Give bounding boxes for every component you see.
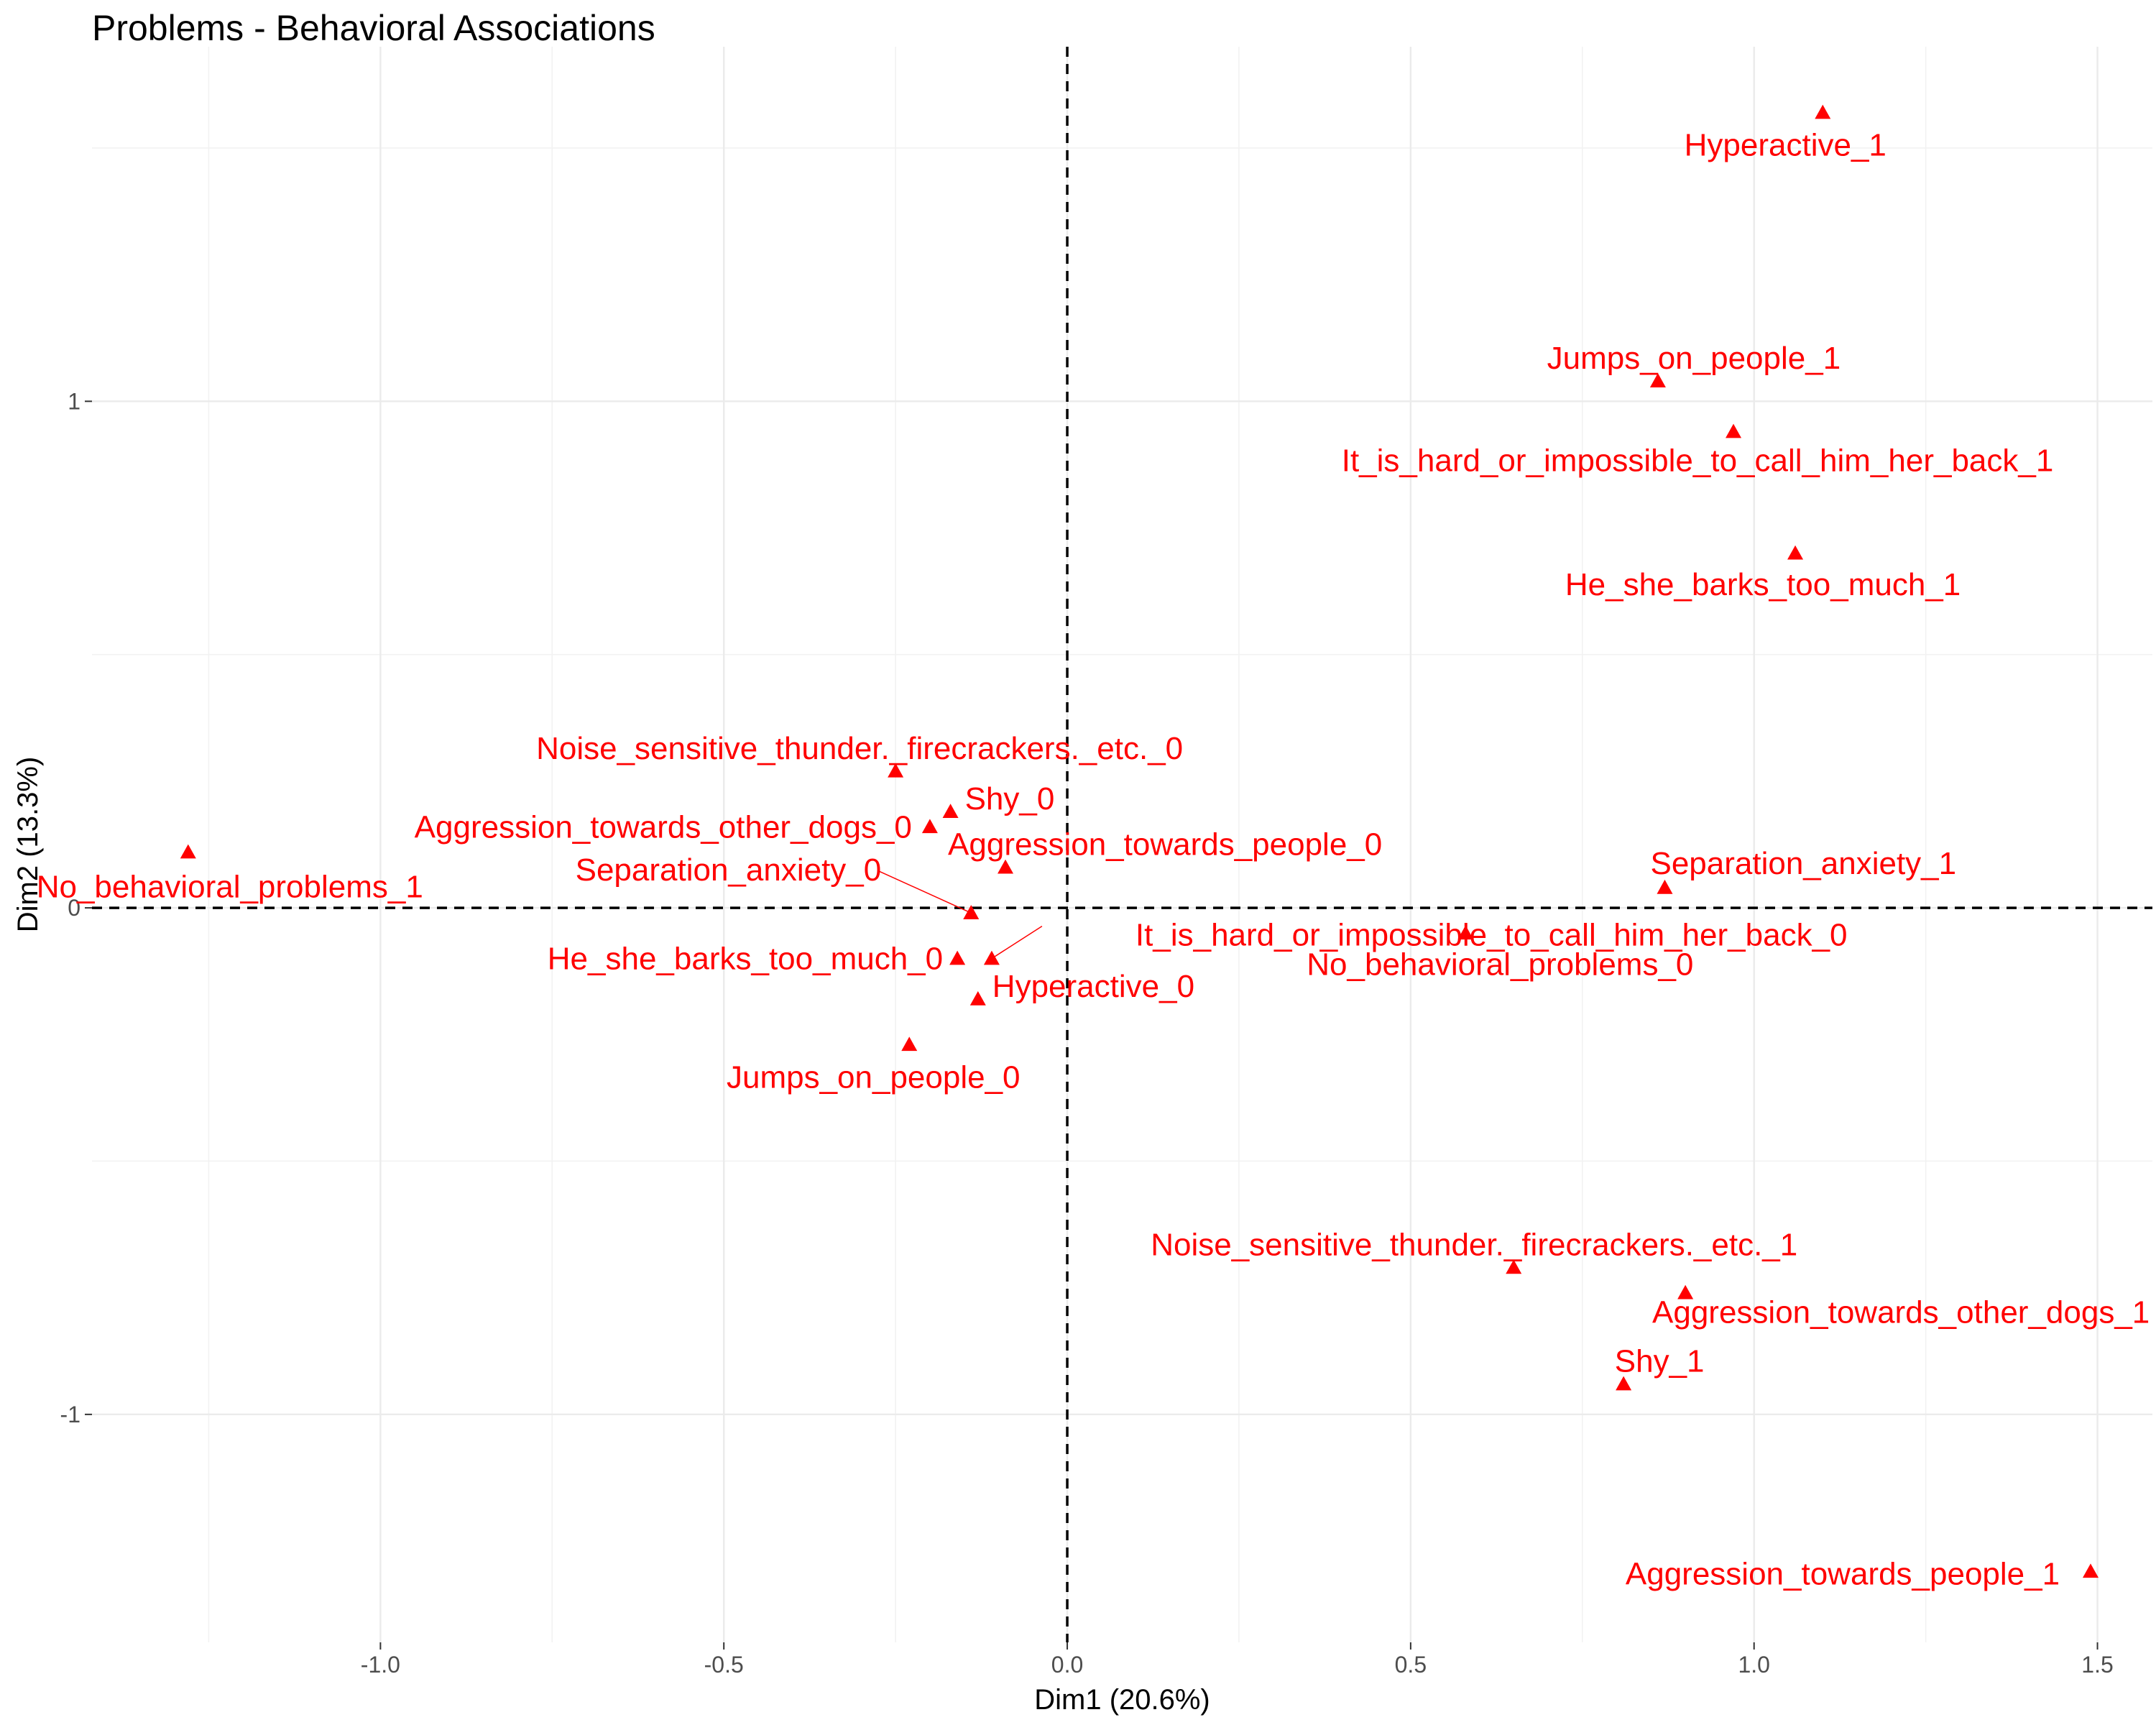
- data-point-label: Jumps_on_people_0: [727, 1059, 1021, 1095]
- data-point-marker: [1726, 423, 1742, 438]
- data-point-marker: [1457, 925, 1474, 940]
- grid-lines: [92, 47, 2152, 1642]
- data-point-label: Aggression_towards_other_dogs_1: [1652, 1295, 2150, 1330]
- y-tick-label: -1: [60, 1402, 80, 1427]
- data-point-marker: [1649, 373, 1666, 387]
- data-point-label: Aggression_towards_people_0: [948, 827, 1382, 862]
- y-axis-title: Dim2 (13.3%): [12, 757, 44, 933]
- x-axis-title: Dim1 (20.6%): [1034, 1684, 1210, 1716]
- data-point-marker: [969, 990, 986, 1006]
- data-point-label: No_behavioral_problems_1: [37, 870, 423, 905]
- data-point-marker: [1677, 1284, 1694, 1300]
- data-point-label: Noise_sensitive_thunder._firecrackers._e…: [1151, 1227, 1797, 1262]
- leader-lines: [878, 870, 1043, 960]
- data-point-marker: [949, 950, 966, 965]
- data-point-label: Aggression_towards_people_1: [1626, 1556, 2060, 1591]
- data-point-label: It_is_hard_or_impossible_to_call_him_her…: [1342, 443, 2054, 479]
- data-point-label: Separation_anxiety_1: [1650, 846, 1956, 881]
- data-point-label: It_is_hard_or_impossible_to_call_him_her…: [1135, 918, 1848, 953]
- axes: Dim1 (20.6%) Dim2 (13.3%) -1.0 -0.5 0.0 0.5…: [12, 388, 2114, 1716]
- data-point-marker: [921, 819, 938, 834]
- data-point-marker: [1616, 1376, 1632, 1391]
- x-tick-label: 1.5: [2081, 1652, 2113, 1678]
- data-point-label: Separation_anxiety_0: [576, 852, 882, 888]
- data-points: [180, 104, 2099, 1578]
- reference-lines: [92, 47, 2152, 1642]
- data-point-label: Aggression_towards_other_dogs_0: [415, 809, 912, 845]
- data-point-marker: [1506, 1259, 1522, 1274]
- x-tick-label: 0.0: [1051, 1652, 1083, 1678]
- data-point-marker: [983, 950, 1000, 965]
- data-point-marker: [1787, 545, 1804, 560]
- data-labels: Hyperactive_1 Jumps_on_people_1 It_is_hard…: [37, 128, 2150, 1592]
- data-point-label: Shy_1: [1615, 1344, 1705, 1379]
- leader-line: [991, 925, 1043, 960]
- data-point-label: Shy_0: [965, 781, 1055, 816]
- data-point-marker: [1657, 879, 1673, 894]
- data-point-label: Hyperactive_1: [1685, 128, 1886, 163]
- x-tick-label: -0.5: [704, 1652, 744, 1678]
- data-point-marker: [942, 804, 959, 818]
- data-point-marker: [998, 859, 1014, 874]
- data-point-label: He_she_barks_too_much_1: [1565, 567, 1961, 602]
- data-point-marker: [2082, 1563, 2099, 1578]
- leader-line: [878, 870, 972, 914]
- data-point-marker: [888, 763, 904, 778]
- data-point-marker: [901, 1036, 918, 1052]
- y-tick-label: 1: [68, 388, 80, 414]
- data-point-label: No_behavioral_problems_0: [1307, 947, 1693, 982]
- data-point-label: He_she_barks_too_much_0: [548, 942, 943, 977]
- y-tick-label: 0: [68, 895, 80, 921]
- x-tick-label: 1.0: [1738, 1652, 1769, 1678]
- x-tick-label: 0.5: [1395, 1652, 1427, 1678]
- data-point-marker: [180, 844, 196, 859]
- data-point-marker: [963, 905, 980, 919]
- data-point-label: Jumps_on_people_1: [1547, 341, 1841, 376]
- chart-title: Problems - Behavioral Associations: [92, 8, 655, 48]
- data-point-marker: [1815, 104, 1831, 119]
- data-point-label: Noise_sensitive_thunder._firecrackers._e…: [536, 731, 1183, 766]
- data-point-label: Hyperactive_0: [992, 969, 1194, 1004]
- x-tick-label: -1.0: [361, 1652, 400, 1678]
